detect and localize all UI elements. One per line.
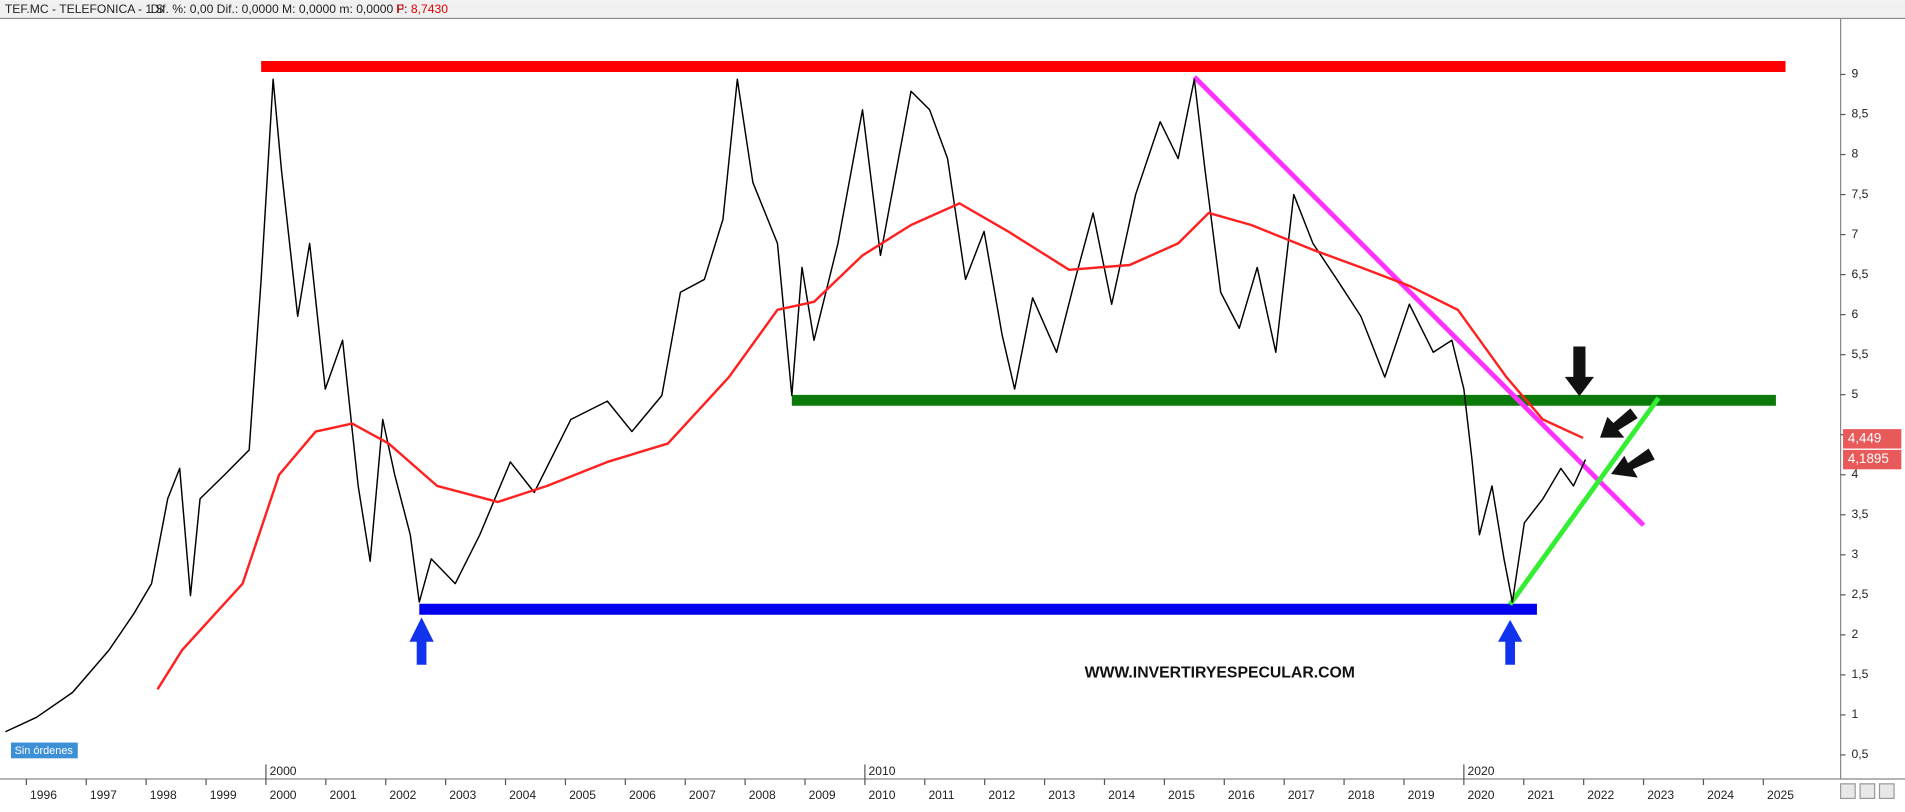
x-tick-label: 2008: [749, 788, 776, 802]
x-tick-label: 2009: [809, 788, 836, 802]
watermark: WWW.INVERTIRYESPECULAR.COM: [1085, 664, 1355, 681]
y-tick-label: 3: [1852, 547, 1859, 561]
header-symbol: TEF.MC - TELEFONICA - 1 S: [5, 2, 164, 16]
y-tick-label: 4: [1852, 467, 1859, 481]
x-tick-label: 2005: [569, 788, 596, 802]
x-major-tick-label: 2010: [869, 764, 896, 778]
last-value-tag: [1843, 429, 1902, 449]
x-tick-label: 2021: [1527, 788, 1554, 802]
trend-line: [1508, 396, 1661, 606]
x-tick-label: 2019: [1408, 788, 1435, 802]
y-tick-label: 7: [1852, 227, 1859, 241]
x-tick-label: 2022: [1587, 788, 1614, 802]
arrow: [1600, 408, 1638, 438]
x-tick-label: 2018: [1348, 788, 1375, 802]
x-tick-label: 2012: [988, 788, 1015, 802]
y-tick-label: 7,5: [1852, 187, 1869, 201]
x-tick-label: 1999: [210, 788, 237, 802]
last-value-label: 4,449: [1848, 430, 1881, 445]
x-tick-label: 2020: [1468, 788, 1495, 802]
arrow: [1498, 619, 1523, 665]
x-tick-label: 2025: [1767, 788, 1794, 802]
toolbar: [1840, 783, 1895, 800]
x-tick-label: 2007: [689, 788, 716, 802]
toolbar-button[interactable]: [1840, 783, 1856, 800]
toolbar-button[interactable]: [1859, 783, 1876, 800]
header-stats: Dif. %: 0,00 Dif.: 0,0000 M: 0,0000 m: 0…: [151, 2, 408, 16]
y-tick-label: 5,5: [1852, 347, 1869, 361]
x-tick-label: 1998: [150, 788, 177, 802]
y-tick-label: 2: [1852, 627, 1859, 641]
arrow: [1564, 346, 1594, 397]
x-tick-label: 2023: [1647, 788, 1674, 802]
arrow: [409, 617, 434, 665]
x-tick-label: 2001: [329, 788, 356, 802]
y-tick-label: 3,5: [1852, 507, 1869, 521]
header-price: P: 8,7430: [396, 2, 448, 16]
y-tick-label: 9: [1852, 67, 1859, 81]
arrow: [1610, 448, 1655, 478]
x-tick-label: 2014: [1108, 788, 1135, 802]
x-tick-label: 2003: [449, 788, 476, 802]
moving-average: [156, 202, 1584, 690]
arrows: [409, 346, 1655, 665]
last-value-label: 4,1895: [1848, 451, 1889, 466]
x-major-tick-label: 2020: [1468, 764, 1495, 778]
x-tick-label: 1997: [90, 788, 117, 802]
y-tick-label: 8,5: [1852, 107, 1869, 121]
trend-line: [1192, 75, 1646, 527]
orders-button[interactable]: [10, 742, 78, 759]
y-tick-label: 1: [1852, 707, 1859, 721]
y-tick-label: 6: [1852, 307, 1859, 321]
x-tick-label: 2010: [869, 788, 896, 802]
x-tick-label: 2006: [629, 788, 656, 802]
x-tick-label: 2015: [1168, 788, 1195, 802]
y-tick-label: 2,5: [1852, 587, 1869, 601]
y-tick-label: 5: [1852, 387, 1859, 401]
toolbar-button[interactable]: [1878, 783, 1895, 800]
x-tick-label: 2017: [1288, 788, 1315, 802]
x-tick-label: 1996: [30, 788, 57, 802]
x-tick-label: 2016: [1228, 788, 1255, 802]
x-major-tick-label: 2000: [270, 764, 297, 778]
x-tick-label: 2002: [389, 788, 416, 802]
x-tick-label: 2013: [1048, 788, 1075, 802]
y-tick-label: 0,5: [1852, 747, 1869, 761]
x-tick-label: 2011: [928, 788, 954, 802]
y-tick-label: 1,5: [1852, 667, 1869, 681]
x-tick-label: 2024: [1707, 788, 1734, 802]
y-tick-label: 8: [1852, 147, 1859, 161]
x-tick-label: 2000: [270, 788, 297, 802]
orders-button-label[interactable]: Sin órdenes: [15, 745, 74, 757]
x-tick-label: 2004: [509, 788, 536, 802]
last-value-tag: [1843, 449, 1902, 470]
header-bar: [0, 0, 1905, 19]
y-tick-label: 6,5: [1852, 267, 1869, 281]
